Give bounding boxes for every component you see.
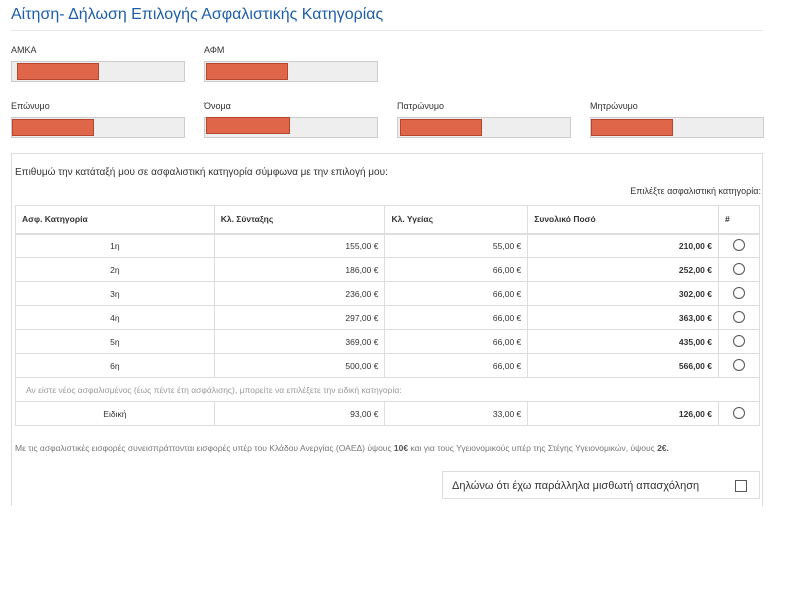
mother-field[interactable] [590, 117, 764, 138]
category-cell: 1η [15, 233, 215, 258]
insurance-category-table: Ασφ. Κατηγορία Κλ. Σύνταξης Κλ. Υγείας Σ… [15, 205, 760, 426]
select-cell [718, 353, 760, 378]
category-cell: Ειδική [15, 401, 215, 426]
parallel-employment-checkbox[interactable] [735, 480, 747, 492]
page-title: Αίτηση- Δήλωση Επιλογής Ασφαλιστικής Κατ… [11, 6, 384, 23]
pension-cell: 186,00 € [213, 257, 386, 282]
total-cell: 126,00 € [527, 401, 719, 426]
category-radio[interactable] [733, 334, 745, 347]
select-cell [718, 281, 760, 306]
new-insured-note: Αν είστε νέος ασφαλισμένος (έως πέντε έτ… [15, 377, 760, 402]
total-cell: 210,00 € [527, 233, 719, 258]
amka-label: ΑΜΚΑ [11, 45, 37, 55]
contributions-note-text: Με τις ασφαλιστικές εισφορές συνεισπράττ… [15, 443, 394, 453]
amka-field[interactable] [11, 61, 185, 82]
pension-cell: 369,00 € [213, 329, 386, 354]
table-row-special: Ειδική 93,00 € 33,00 € 126,00 € [15, 401, 760, 426]
select-cell [718, 233, 760, 258]
category-cell: 2η [15, 257, 215, 282]
amka-redaction [17, 63, 99, 80]
category-radio[interactable] [733, 286, 745, 299]
afm-redaction [206, 63, 288, 80]
table-row: 5η 369,00 € 66,00 € 435,00 € [15, 329, 760, 354]
total-cell: 566,00 € [527, 353, 719, 378]
pension-cell: 500,00 € [213, 353, 386, 378]
health-cell: 66,00 € [384, 257, 529, 282]
pension-cell: 236,00 € [213, 281, 386, 306]
category-radio[interactable] [733, 262, 745, 275]
afm-field[interactable] [204, 61, 378, 82]
table-header-row: Ασφ. Κατηγορία Κλ. Σύνταξης Κλ. Υγείας Σ… [15, 205, 760, 235]
housing-amount: 2€ [657, 443, 667, 453]
category-cell: 6η [15, 353, 215, 378]
health-cell: 55,00 € [384, 233, 529, 258]
pension-cell: 93,00 € [213, 401, 386, 426]
parallel-employment-option[interactable]: Δηλώνω ότι έχω παράλληλα μισθωτή απασχόλ… [442, 471, 760, 499]
select-cell [718, 401, 760, 426]
surname-field[interactable] [11, 117, 185, 138]
header-health: Κλ. Υγείας [384, 205, 529, 235]
category-cell: 5η [15, 329, 215, 354]
category-radio[interactable] [733, 310, 745, 323]
father-redaction [400, 119, 482, 136]
contributions-note-end: . [666, 443, 669, 453]
surname-label: Επώνυμο [11, 101, 50, 111]
new-insured-note-row: Αν είστε νέος ασφαλισμένος (έως πέντε έτ… [15, 377, 760, 402]
afm-label: ΑΦΜ [204, 45, 225, 55]
surname-redaction [12, 119, 94, 136]
name-redaction [206, 117, 290, 134]
contributions-note-text-2: και για τους Υγειονομικούς υπέρ της Στέγ… [408, 443, 658, 453]
mother-label: Μητρώνυμο [590, 101, 638, 111]
category-radio[interactable] [733, 358, 745, 371]
header-select: # [718, 205, 760, 235]
pension-cell: 297,00 € [213, 305, 386, 330]
select-cell [718, 257, 760, 282]
total-cell: 302,00 € [527, 281, 719, 306]
select-cell [718, 329, 760, 354]
select-category-label: Επιλέξτε ασφαλιστική κατηγορία: [630, 186, 761, 196]
category-cell: 3η [15, 281, 215, 306]
name-field[interactable] [204, 117, 378, 138]
health-cell: 66,00 € [384, 329, 529, 354]
unemployment-amount: 10€ [393, 443, 409, 453]
header-total: Συνολικό Ποσό [527, 205, 719, 235]
pension-cell: 155,00 € [213, 233, 386, 258]
table-row: 1η 155,00 € 55,00 € 210,00 € [15, 233, 760, 258]
insurance-panel [11, 153, 763, 506]
father-field[interactable] [397, 117, 571, 138]
select-cell [718, 305, 760, 330]
table-row: 3η 236,00 € 66,00 € 302,00 € [15, 281, 760, 306]
total-cell: 363,00 € [527, 305, 719, 330]
mother-redaction [591, 119, 673, 136]
special-category-radio[interactable] [733, 406, 745, 419]
category-radio[interactable] [733, 238, 745, 251]
table-row: 4η 297,00 € 66,00 € 363,00 € [15, 305, 760, 330]
insurance-intro: Επιθυμώ την κατάταξή μου σε ασφαλιστική … [15, 167, 388, 178]
contributions-note: Με τις ασφαλιστικές εισφορές συνεισπράττ… [15, 443, 669, 453]
total-cell: 252,00 € [527, 257, 719, 282]
table-row: 6η 500,00 € 66,00 € 566,00 € [15, 353, 760, 378]
total-cell: 435,00 € [527, 329, 719, 354]
parallel-employment-label: Δηλώνω ότι έχω παράλληλα μισθωτή απασχόλ… [452, 480, 700, 492]
header-pension: Κλ. Σύνταξης [213, 205, 386, 235]
table-row: 2η 186,00 € 66,00 € 252,00 € [15, 257, 760, 282]
category-cell: 4η [15, 305, 215, 330]
header-category: Ασφ. Κατηγορία [15, 205, 215, 235]
title-divider [11, 30, 763, 31]
health-cell: 66,00 € [384, 281, 529, 306]
health-cell: 66,00 € [384, 353, 529, 378]
health-cell: 33,00 € [384, 401, 529, 426]
health-cell: 66,00 € [384, 305, 529, 330]
name-label: Όνομα [204, 101, 231, 111]
father-label: Πατρώνυμο [397, 101, 445, 111]
